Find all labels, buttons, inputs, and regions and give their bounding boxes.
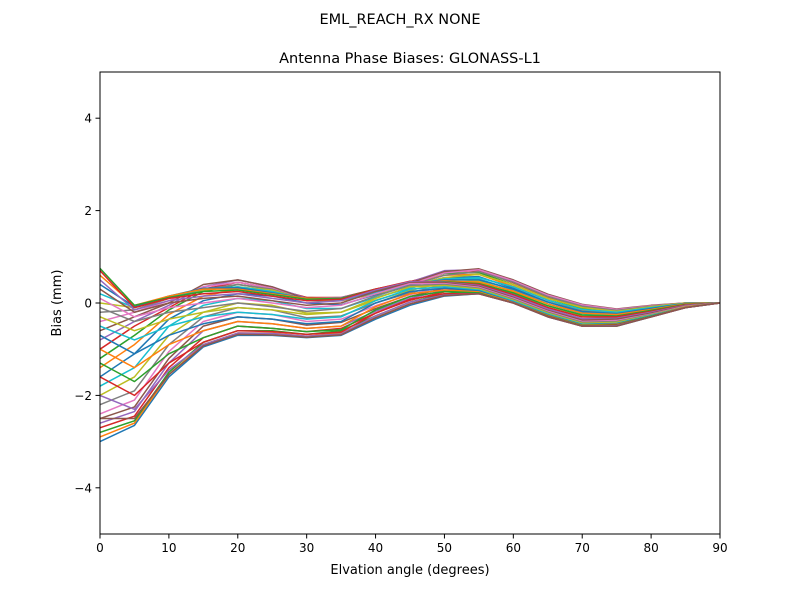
- x-tick-label: 20: [230, 541, 245, 555]
- series-line: [100, 284, 720, 332]
- y-tick-label: 4: [84, 112, 92, 126]
- x-tick-label: 70: [575, 541, 590, 555]
- y-tick-label: 2: [84, 204, 92, 218]
- x-tick-label: 60: [506, 541, 521, 555]
- x-axis: 0 10 20 30 40 50 60 70 80 90: [96, 534, 728, 555]
- y-tick-label: −4: [74, 481, 92, 495]
- x-axis-label: Elvation angle (degrees): [330, 563, 489, 578]
- series-group: [100, 267, 720, 443]
- chart-suptitle: EML_REACH_RX NONE: [319, 12, 480, 28]
- x-tick-label: 30: [299, 541, 314, 555]
- series-line: [100, 279, 720, 320]
- y-tick-label: −2: [74, 389, 92, 403]
- series-line: [100, 282, 720, 323]
- y-axis-label: Bias (mm): [50, 270, 65, 337]
- x-tick-label: 40: [368, 541, 383, 555]
- x-tick-label: 90: [712, 541, 727, 555]
- series-line: [100, 281, 720, 321]
- x-tick-label: 50: [437, 541, 452, 555]
- x-tick-label: 80: [643, 541, 658, 555]
- x-tick-label: 0: [96, 541, 104, 555]
- series-line: [100, 283, 720, 324]
- plot-frame: [99, 71, 721, 535]
- series-line: [100, 293, 720, 420]
- series-line: [100, 279, 720, 315]
- chart-title: Antenna Phase Biases: GLONASS-L1: [279, 51, 541, 67]
- y-axis: −4 −2 0 2 4: [74, 112, 100, 495]
- x-tick-label: 10: [161, 541, 176, 555]
- y-tick-label: 0: [84, 297, 92, 311]
